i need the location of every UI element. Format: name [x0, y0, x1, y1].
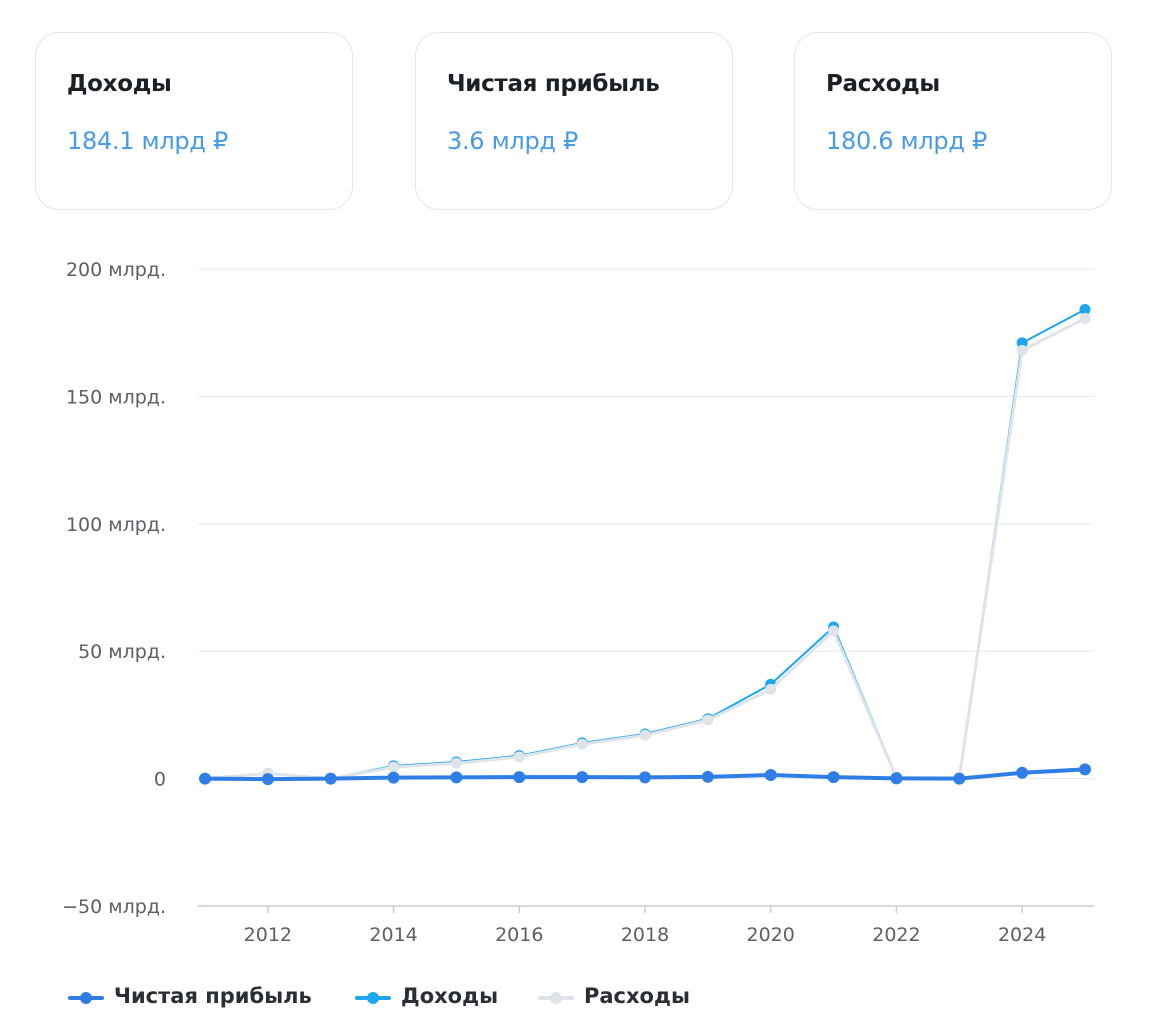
data-point-income-2024 [1016, 337, 1028, 349]
legend-marker-expenses [538, 992, 574, 1004]
expenses-card-value: 180.6 млрд ₽ [826, 127, 987, 155]
y-tick-label-minus-50: −50 млрд. [62, 896, 166, 918]
x-tick-label-2020: 2020 [747, 924, 795, 946]
y-tick-label-150: 150 млрд. [66, 386, 166, 408]
income-card-title: Доходы [67, 71, 172, 97]
series-line-income [204, 308, 1086, 780]
data-point-expenses-2016 [513, 751, 525, 763]
series-line-expenses [203, 316, 1087, 781]
legend-dot-net-profit [80, 992, 92, 1004]
data-point-expenses-2015 [450, 757, 462, 769]
data-point-net-profit-2013 [324, 772, 337, 785]
summary-cards: Доходы 184.1 млрд ₽ Чистая прибыль 3.6 м… [35, 32, 1113, 210]
y-tick-label-100: 100 млрд. [66, 514, 166, 536]
legend-marker-net-profit [68, 992, 104, 1004]
x-tick-label-2012: 2012 [244, 924, 292, 946]
data-point-expenses-2020 [765, 683, 777, 695]
data-point-income-2025 [1079, 304, 1091, 316]
data-point-net-profit-2020 [764, 769, 777, 782]
net-profit-card-title: Чистая прибыль [447, 71, 660, 97]
legend-dot-expenses [550, 992, 562, 1004]
y-tick-label-200: 200 млрд. [66, 259, 166, 281]
y-tick-label-50: 50 млрд. [78, 641, 166, 663]
data-point-net-profit-2017 [576, 771, 589, 784]
legend-label-net-profit: Чистая прибыль [114, 984, 312, 1008]
x-tick-label-2014: 2014 [369, 924, 417, 946]
legend-marker-income [355, 992, 391, 1004]
data-point-net-profit-2023 [953, 772, 966, 785]
data-point-net-profit-2012 [261, 773, 274, 786]
legend-dot-income [367, 992, 379, 1004]
data-point-net-profit-2014 [387, 771, 400, 784]
y-tick-label-0: 0 [154, 769, 166, 791]
net-profit-card: Чистая прибыль 3.6 млрд ₽ [415, 32, 733, 210]
data-point-expenses-2025 [1079, 312, 1091, 324]
data-point-expenses-2017 [576, 738, 588, 750]
legend-label-expenses: Расходы [584, 984, 690, 1008]
data-point-net-profit-2019 [701, 770, 714, 783]
expenses-card-title: Расходы [826, 71, 940, 97]
data-point-net-profit-2021 [827, 771, 840, 784]
financials-line-chart: −50 млрд. 0 50 млрд. 100 млрд. 150 млрд. 200 … [62, 259, 1094, 946]
x-tick-label-2024: 2024 [998, 924, 1046, 946]
data-point-expenses-2018 [639, 729, 651, 741]
data-point-expenses-2019 [702, 714, 714, 726]
data-point-net-profit-2018 [639, 771, 651, 784]
x-tick-label-2016: 2016 [495, 924, 543, 946]
data-point-net-profit-2025 [1079, 763, 1091, 776]
legend-label-income: Доходы [401, 984, 499, 1008]
income-card: Доходы 184.1 млрд ₽ [35, 32, 353, 210]
x-tick-label-2022: 2022 [872, 924, 920, 946]
income-card-value: 184.1 млрд ₽ [67, 127, 228, 155]
data-point-net-profit-2015 [450, 771, 463, 784]
x-tick-label-2018: 2018 [621, 924, 669, 946]
data-point-expenses-2021 [828, 625, 840, 637]
data-point-net-profit-2024 [1016, 766, 1029, 779]
data-point-net-profit-2016 [513, 771, 526, 784]
net-profit-card-value: 3.6 млрд ₽ [447, 127, 578, 155]
expenses-card: Расходы 180.6 млрд ₽ [794, 32, 1112, 210]
data-point-expenses-2014 [388, 761, 400, 773]
data-point-net-profit-2022 [890, 772, 903, 785]
data-point-expenses-2024 [1016, 345, 1028, 357]
data-point-net-profit-2011 [199, 772, 211, 785]
